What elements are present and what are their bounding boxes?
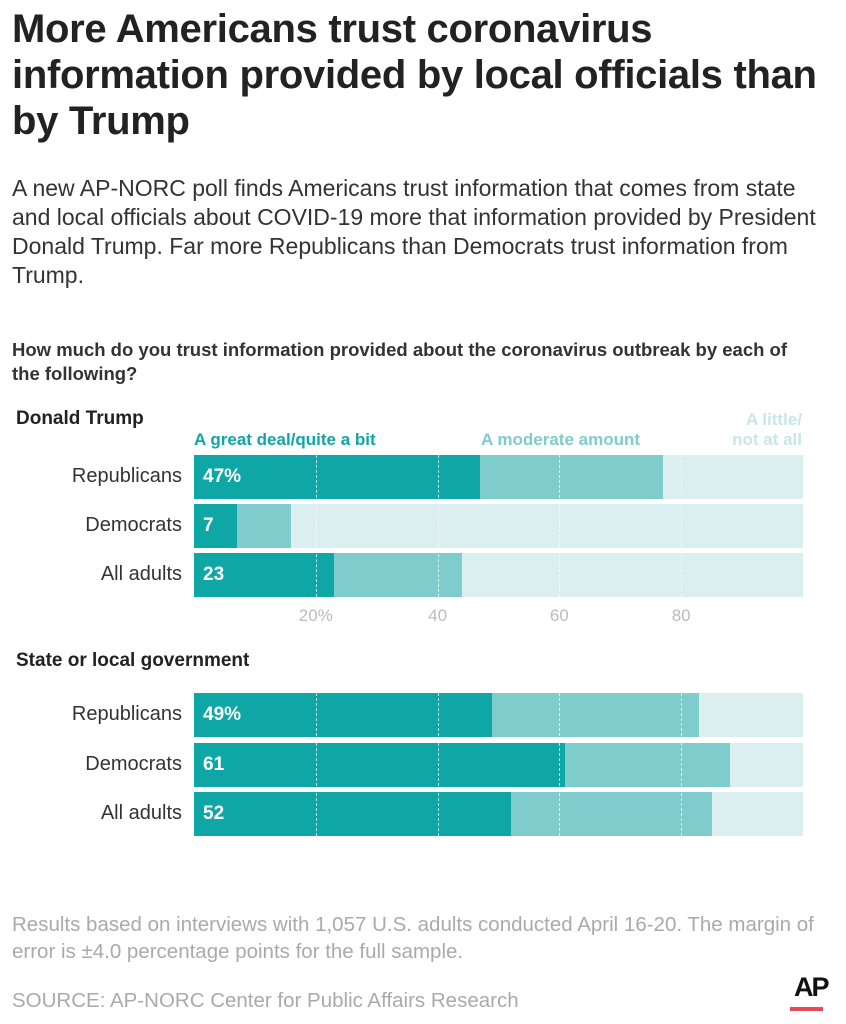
ap-logo-underline (790, 1007, 823, 1011)
legend-great-deal: A great deal/quite a bit (194, 430, 376, 449)
bar-great (194, 792, 511, 836)
bar-great (194, 743, 566, 787)
bar-value-label: 23 (203, 564, 225, 585)
gridline (315, 693, 317, 836)
chart-title: More Americans trust coronavirus informa… (12, 7, 817, 143)
row-label: Democrats (85, 514, 182, 536)
x-tick-label: 20% (298, 606, 333, 625)
bar-great (194, 455, 481, 499)
legend-moderate: A moderate amount (481, 430, 641, 449)
gridline (315, 455, 317, 597)
row-label: Republicans (71, 703, 182, 725)
gridline (681, 455, 683, 597)
x-tick-label: 60 (549, 606, 569, 625)
group-title-trump: Donald Trump (16, 408, 144, 429)
gridline (681, 693, 683, 836)
bar-moderate (236, 504, 292, 548)
x-tick-label: 40 (428, 606, 448, 625)
bar-moderate (492, 693, 700, 737)
bar-moderate (565, 743, 730, 787)
bar-value-label: 52 (203, 803, 225, 824)
bar-moderate (480, 455, 663, 499)
row-label: All adults (100, 563, 182, 585)
bar-little (711, 792, 803, 836)
x-tick-label: 80 (671, 606, 691, 625)
bar-little (729, 743, 803, 787)
bar-great (194, 553, 335, 597)
bar-little (461, 553, 803, 597)
bar-value-label: 61 (203, 754, 225, 775)
bar-moderate (334, 553, 462, 597)
row-label: Democrats (85, 753, 182, 775)
source: SOURCE: AP-NORC Center for Public Affair… (12, 989, 519, 1012)
row-label: All adults (100, 802, 182, 824)
gridline (437, 693, 439, 836)
footnote: Results based on interviews with 1,057 U… (12, 913, 814, 963)
gridline (437, 455, 439, 597)
row-label: Republicans (71, 465, 182, 487)
bar-little (699, 693, 803, 737)
bar-great (194, 693, 493, 737)
bar-value-label: 49% (203, 704, 242, 725)
bar-value-label: 47% (203, 466, 242, 487)
bar-little (291, 504, 803, 548)
ap-logo: AP (794, 972, 829, 1002)
bar-great (194, 504, 237, 548)
gridline (559, 455, 561, 597)
group-title-state: State or local government (16, 650, 250, 671)
survey-question: How much do you trust information provid… (12, 339, 788, 384)
bar-moderate (510, 792, 712, 836)
bar-little (662, 455, 803, 499)
chart-subtitle: A new AP-NORC poll finds Americans trust… (12, 175, 816, 288)
legend-little: A little/ not at all (732, 410, 802, 449)
gridline (559, 693, 561, 836)
bar-value-label: 7 (203, 515, 214, 536)
